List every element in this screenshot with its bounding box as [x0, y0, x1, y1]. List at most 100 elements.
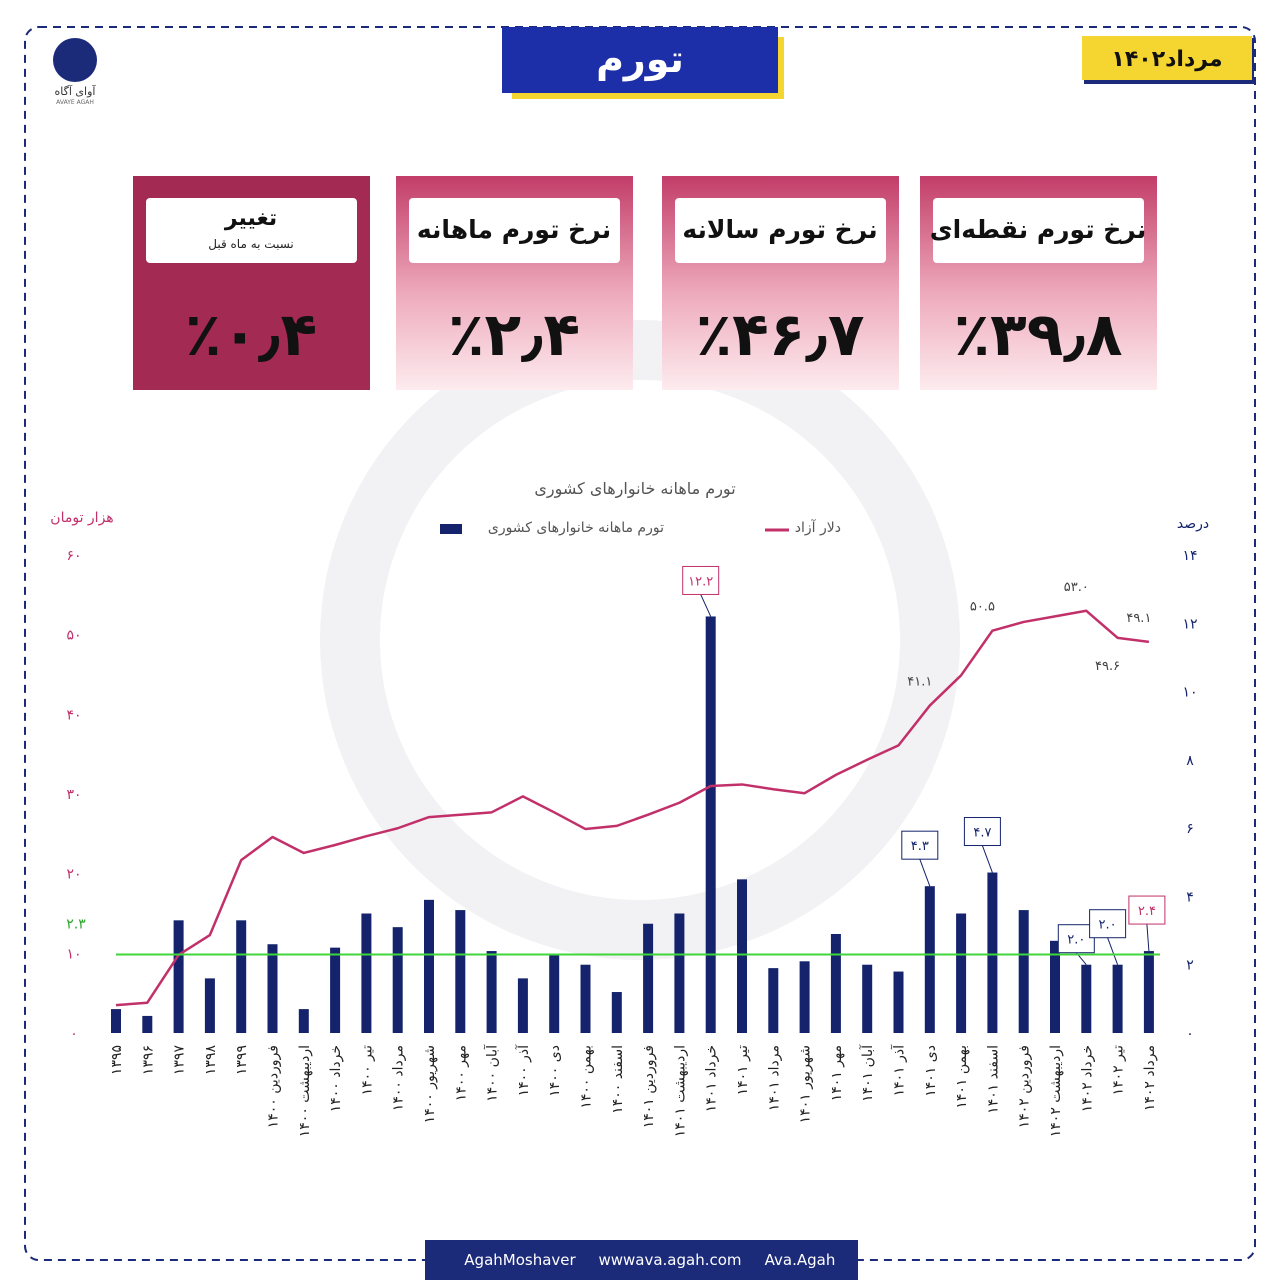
bar — [1112, 964, 1123, 1033]
label-leader — [981, 845, 993, 873]
label-leader — [1107, 937, 1119, 965]
bar-value-label: ۱۲.۲ — [688, 574, 713, 589]
legend-label: دلار آزاد — [795, 519, 841, 536]
x-tick-label: بهمن ۱۴۰۰ — [579, 1045, 595, 1109]
x-tick-label: اسفند ۱۴۰۱ — [985, 1045, 1001, 1114]
card-header — [409, 198, 620, 263]
website: wwwava.agah.com — [598, 1251, 741, 1269]
y-tick-label: ۱۰ — [66, 946, 81, 962]
bar — [204, 978, 215, 1033]
x-tick-label: مرداد ۱۴۰۲ — [1142, 1045, 1158, 1111]
x-tick-label: فروردین ۱۴۰۱ — [641, 1045, 657, 1128]
telegram: AgahMoshaver — [464, 1251, 576, 1269]
y2-tick-label: ۱۲ — [1182, 616, 1197, 632]
bar — [173, 920, 184, 1033]
y-tick-label: ۰ — [70, 1026, 78, 1042]
date: مرداد۱۴۰۲ — [1111, 47, 1222, 72]
page-title: تورم — [596, 37, 684, 82]
bar — [705, 616, 716, 1033]
y2-tick-label: ۶ — [1186, 821, 1194, 837]
x-tick-label: مرداد ۱۴۰۰ — [391, 1045, 407, 1111]
bar — [862, 964, 873, 1033]
card-title: تغییر — [224, 206, 277, 231]
card-header — [675, 198, 886, 263]
y2-tick-label: ۱۰ — [1182, 685, 1197, 701]
label-leader — [1146, 924, 1150, 952]
bar — [424, 899, 434, 1033]
frame — [24, 26, 1256, 1261]
x-tick-label: اسفند ۱۴۰۰ — [610, 1045, 626, 1114]
y-tick-label: ۴۰ — [66, 707, 81, 723]
date-box — [1082, 36, 1252, 80]
bar — [486, 951, 497, 1033]
x-tick-label: خرداد ۱۴۰۲ — [1079, 1045, 1095, 1112]
bar — [799, 961, 810, 1033]
card-header — [146, 198, 357, 263]
y2-tick-label: ۲ — [1186, 958, 1194, 974]
y-tick-label: ۳۰ — [66, 787, 81, 803]
label-box — [1089, 909, 1127, 939]
x-tick-label: فروردین ۱۴۰۲ — [1017, 1045, 1033, 1128]
x-tick-label: مهر ۱۴۰۱ — [829, 1045, 845, 1101]
card-value: ٪۲٫۴ — [448, 300, 580, 370]
line-value-label: ۴۱.۱ — [907, 675, 932, 690]
bar — [674, 913, 685, 1033]
logo-latin: AVAYE AGAH — [56, 99, 94, 106]
legend-label: تورم ماهانه خانوارهای کشوری — [488, 520, 664, 536]
logo-mark — [53, 38, 97, 82]
watermark — [320, 320, 960, 960]
label-leader — [700, 594, 712, 617]
x-tick-label: مهر ۱۴۰۰ — [453, 1045, 469, 1101]
label-box — [682, 565, 720, 595]
card-title: نرخ تورم سالانه — [682, 215, 877, 245]
bar — [1018, 910, 1029, 1033]
bar — [330, 947, 341, 1033]
x-tick-label: فروردین ۱۴۰۰ — [266, 1045, 282, 1128]
bar — [1081, 964, 1092, 1033]
x-tick-label: تیر ۱۴۰۲ — [1111, 1045, 1127, 1095]
x-tick-label: ۱۳۹۸ — [203, 1045, 219, 1076]
chart-title: تورم ماهانه خانوارهای کشوری — [534, 479, 735, 499]
x-tick-label: آبان ۱۴۰۰ — [484, 1044, 501, 1102]
x-tick-label: بهمن ۱۴۰۱ — [954, 1045, 970, 1109]
label-box — [901, 830, 939, 860]
bar — [1050, 940, 1060, 1033]
bar-value-label: ۲.۰ — [1099, 918, 1117, 933]
card-subtitle: نسبت به ماه قبل — [208, 237, 293, 251]
x-tick-label: دی ۱۴۰۰ — [547, 1045, 563, 1097]
bar — [643, 923, 654, 1033]
bar — [361, 913, 372, 1033]
x-tick-label: تیر ۱۴۰۰ — [359, 1045, 375, 1095]
bar — [830, 933, 841, 1033]
bar — [298, 1009, 309, 1033]
line-value-label: ۵۰.۵ — [970, 600, 995, 615]
bar — [580, 964, 591, 1033]
bar — [1143, 951, 1154, 1033]
card-value: ٪۳۹٫۸ — [954, 300, 1123, 370]
x-tick-label: اردیبهشت ۱۴۰۱ — [672, 1045, 688, 1137]
card-value: ٪۴۶٫۷ — [696, 300, 865, 370]
x-tick-label: خرداد ۱۴۰۰ — [328, 1045, 344, 1112]
line-value-label: ۴۹.۱ — [1126, 611, 1151, 626]
instagram: Ava.Agah — [765, 1251, 836, 1269]
line-value-label: ۴۹.۶ — [1095, 659, 1120, 674]
bar — [392, 927, 403, 1033]
bar — [111, 1009, 121, 1033]
card-title: نرخ تورم ماهانه — [417, 215, 611, 245]
y2-axis-title: درصد — [1177, 516, 1209, 532]
x-tick-label: ۱۳۹۶ — [140, 1045, 156, 1075]
bar — [611, 992, 622, 1033]
bar-value-label: ۲.۰ — [1067, 933, 1085, 948]
x-tick-label: دی ۱۴۰۱ — [923, 1045, 939, 1097]
x-tick-label: اردیبهشت ۱۴۰۲ — [1048, 1045, 1064, 1137]
logo-text: آوای آگاه — [55, 84, 97, 98]
x-tick-label: تیر ۱۴۰۱ — [735, 1045, 751, 1095]
x-tick-label: اردیبهشت ۱۴۰۰ — [297, 1045, 313, 1137]
x-tick-label: ۱۳۹۵ — [109, 1045, 125, 1075]
label-box — [963, 817, 1001, 847]
card-header — [933, 198, 1144, 263]
bar — [549, 954, 560, 1033]
reference-label: ۲.۳ — [66, 916, 86, 932]
